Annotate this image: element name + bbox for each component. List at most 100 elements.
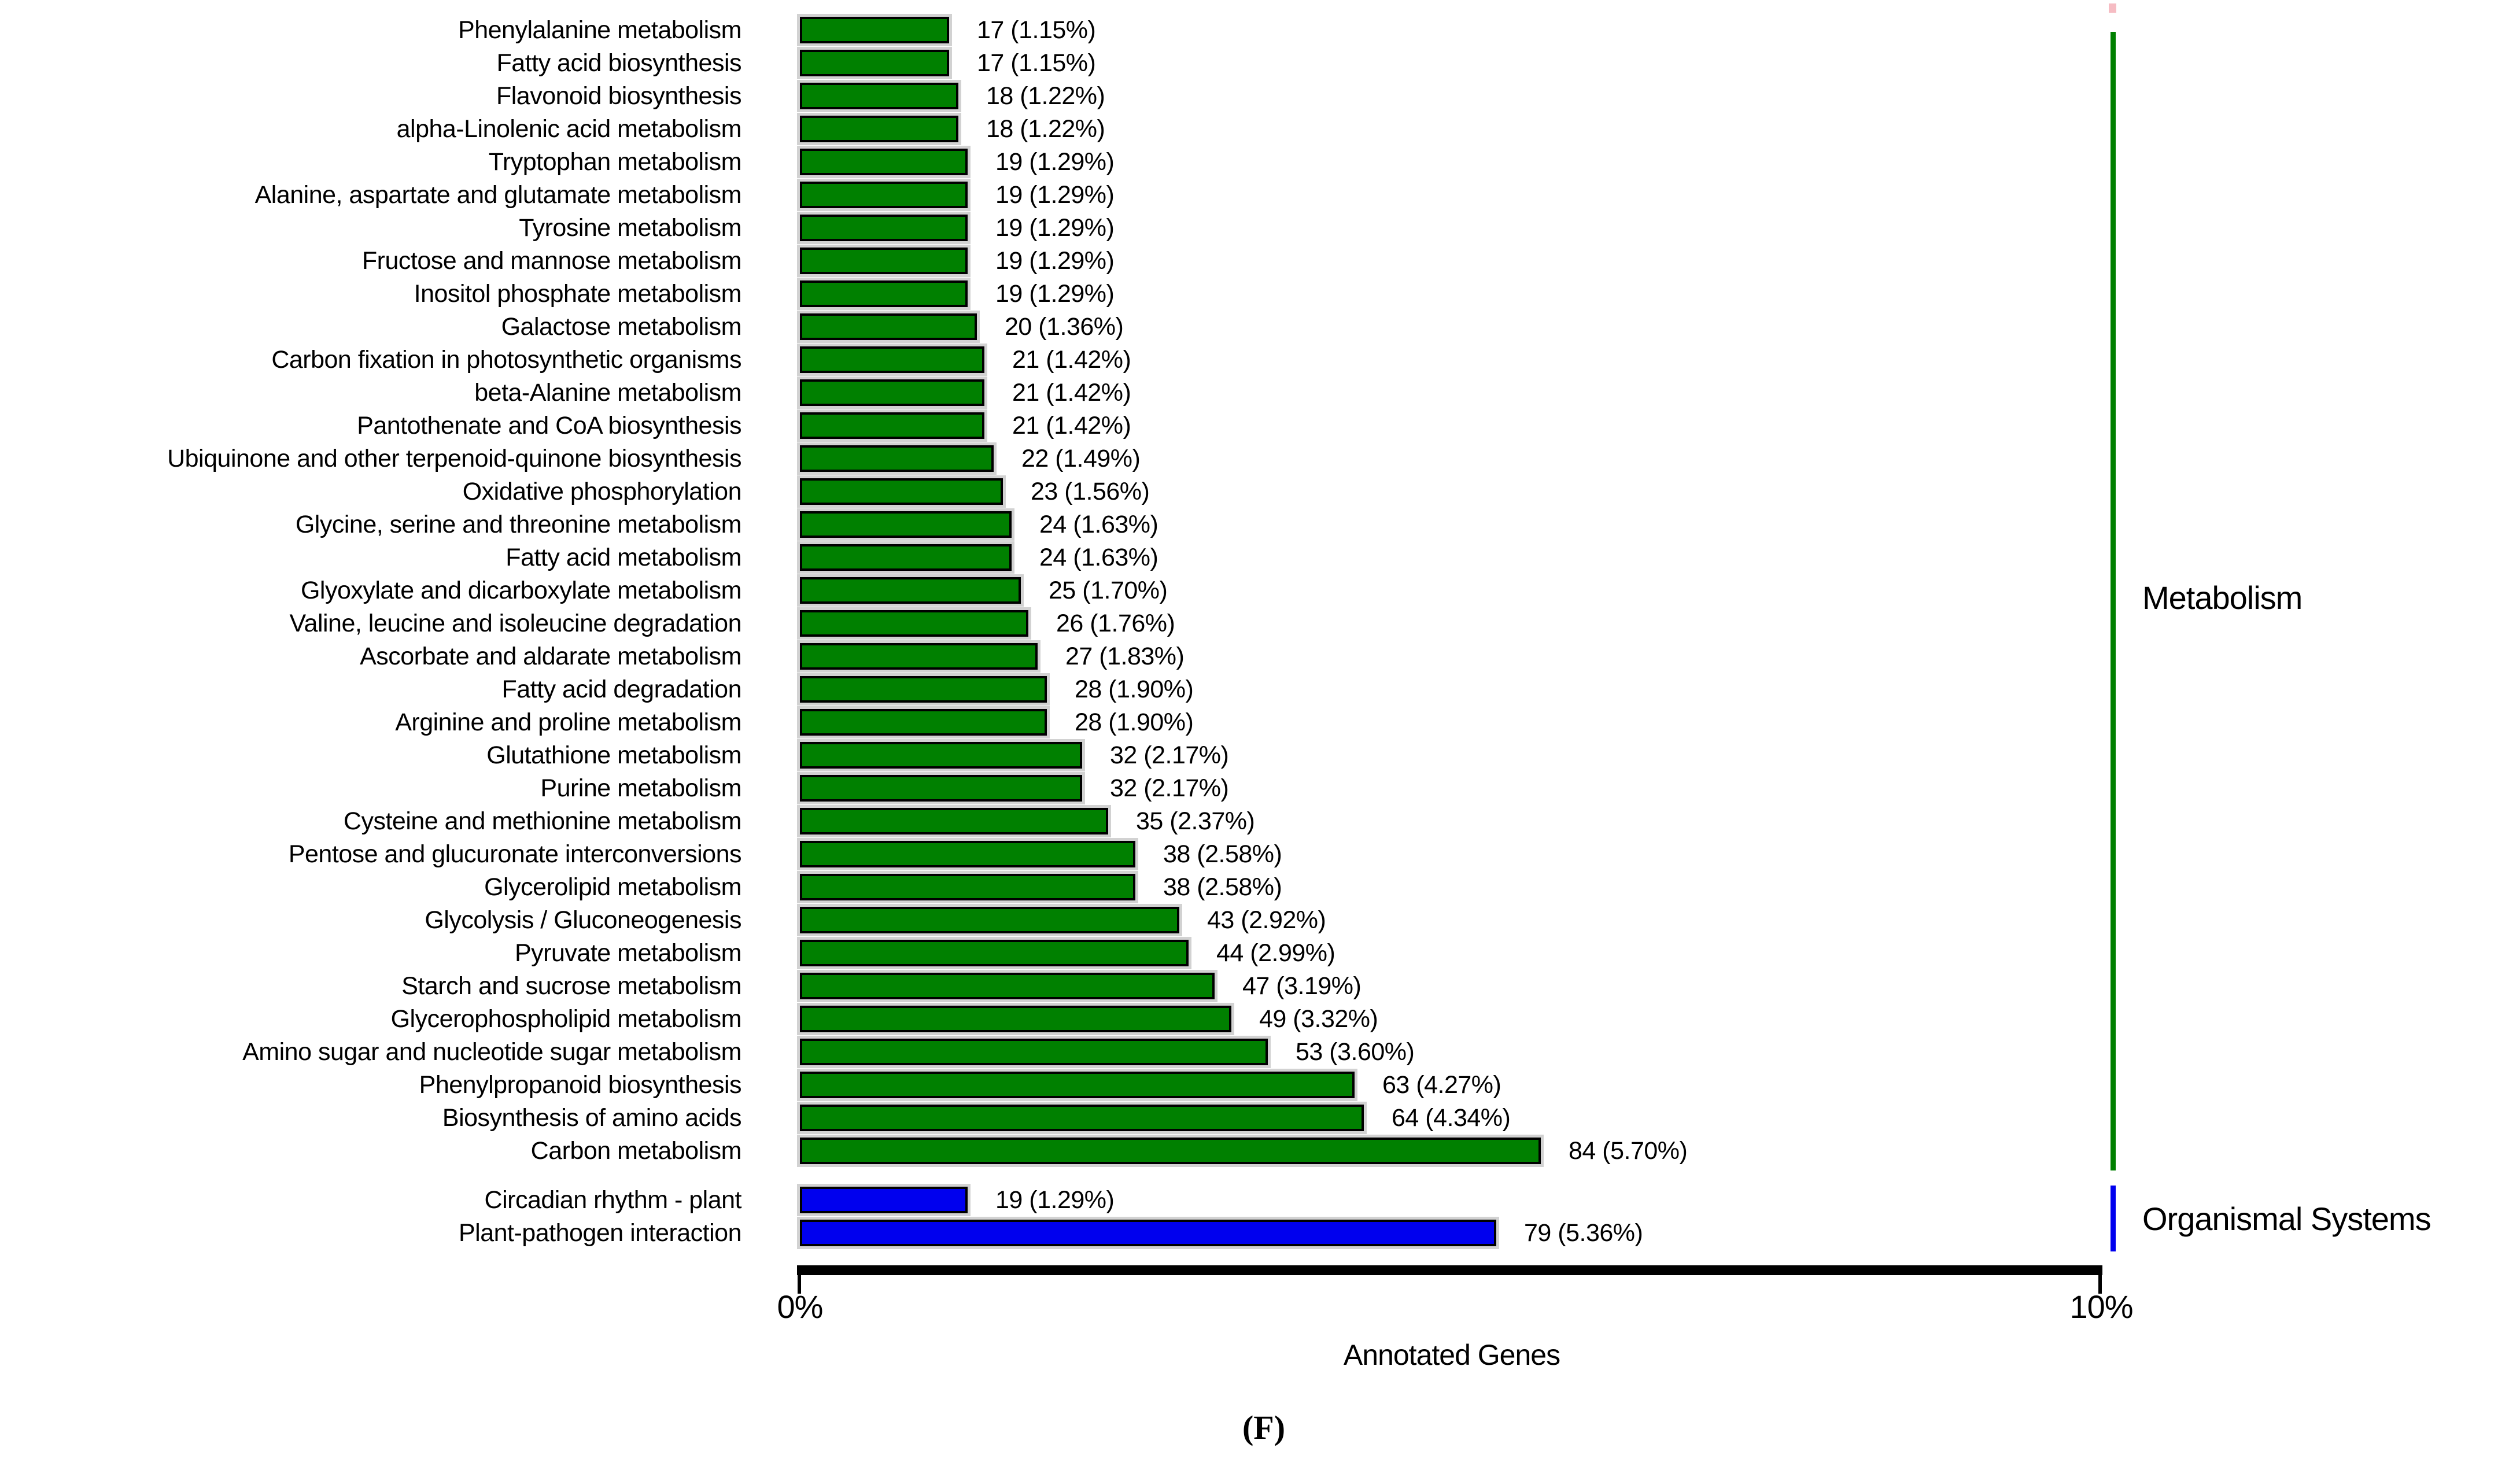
cropped-category-line-artifact	[2109, 3, 2116, 13]
pathway-value: 19 (1.29%)	[995, 147, 1115, 176]
pathway-value: 21 (1.42%)	[1012, 345, 1131, 374]
pathway-value: 84 (5.70%)	[1569, 1136, 1688, 1165]
pathway-bar	[800, 280, 968, 307]
pathway-bar	[800, 577, 1021, 604]
pathway-label: Biosynthesis of amino acids	[442, 1103, 742, 1132]
pathway-label: Carbon fixation in photosynthetic organi…	[271, 345, 741, 374]
pathway-bar	[800, 841, 1135, 867]
pathway-bar	[800, 215, 968, 241]
pathway-label: Arginine and proline metabolism	[395, 708, 741, 736]
pathway-bar	[800, 742, 1082, 769]
pathway-value: 20 (1.36%)	[1005, 312, 1124, 341]
pathway-bar	[800, 1006, 1231, 1032]
pathway-bar	[800, 610, 1028, 637]
pathway-value: 21 (1.42%)	[1012, 378, 1131, 407]
pathway-value: 44 (2.99%)	[1216, 939, 1335, 967]
pathway-value: 38 (2.58%)	[1163, 873, 1282, 901]
x-axis-tick-label-10: 10%	[2069, 1288, 2133, 1325]
pathway-bar	[800, 874, 1135, 900]
pathway-label: Purine metabolism	[540, 774, 741, 802]
organismal-systems-group-label: Organismal Systems	[2142, 1200, 2432, 1237]
pathway-bar	[800, 412, 984, 439]
pathway-bar	[800, 643, 1038, 670]
pathway-bar	[800, 50, 949, 76]
x-axis-tick-0	[798, 1275, 801, 1294]
figure-caption: (F)	[1242, 1408, 1286, 1446]
pathway-label: Inositol phosphate metabolism	[414, 279, 742, 308]
pathway-value: 28 (1.90%)	[1075, 708, 1194, 736]
pathway-value: 27 (1.83%)	[1065, 642, 1185, 670]
pathway-label: Cysteine and methionine metabolism	[343, 807, 742, 835]
pathway-label: Amino sugar and nucleotide sugar metabol…	[242, 1037, 741, 1066]
pathway-label: Ubiquinone and other terpenoid-quinone b…	[167, 444, 741, 472]
pathway-value: 17 (1.15%)	[977, 49, 1096, 77]
pathway-bar	[800, 511, 1012, 538]
pathway-value: 18 (1.22%)	[986, 82, 1105, 110]
metabolism-group-line	[2111, 32, 2116, 1170]
pathway-label: Pantothenate and CoA biosynthesis	[357, 411, 741, 440]
pathway-label: Flavonoid biosynthesis	[496, 82, 742, 110]
pathway-label: Glutathione metabolism	[486, 741, 741, 769]
pathway-value: 47 (3.19%)	[1242, 972, 1362, 1000]
pathway-label: Glyoxylate and dicarboxylate metabolism	[300, 576, 742, 604]
pathway-bar	[800, 248, 968, 274]
x-axis-line	[797, 1265, 2102, 1275]
pathway-bar	[800, 544, 1012, 571]
pathway-value: 43 (2.92%)	[1207, 906, 1326, 934]
pathway-value: 19 (1.29%)	[995, 213, 1115, 242]
pathway-value: 19 (1.29%)	[995, 180, 1115, 209]
pathway-label: Galactose metabolism	[501, 312, 742, 341]
pathway-label: Glycolysis / Gluconeogenesis	[425, 906, 741, 934]
pathway-bar	[800, 17, 949, 43]
pathway-bar	[800, 1138, 1541, 1164]
pathway-value: 49 (3.32%)	[1259, 1005, 1378, 1033]
pathway-value: 24 (1.63%)	[1039, 543, 1158, 571]
pathway-bar	[800, 1187, 968, 1213]
pathway-value: 32 (2.17%)	[1110, 741, 1229, 769]
pathway-label: Glycerophospholipid metabolism	[390, 1005, 742, 1033]
pathway-value: 19 (1.29%)	[995, 246, 1115, 275]
pathway-value: 63 (4.27%)	[1382, 1070, 1501, 1099]
pathway-value: 24 (1.63%)	[1039, 510, 1158, 538]
pathway-bar	[800, 116, 958, 142]
pathway-label: Fructose and mannose metabolism	[361, 246, 742, 275]
x-axis-title: Annotated Genes	[1343, 1339, 1560, 1371]
pathway-value: 21 (1.42%)	[1012, 411, 1131, 440]
pathway-label: Oxidative phosphorylation	[462, 477, 742, 505]
pathway-bar	[800, 907, 1179, 933]
pathway-value: 22 (1.49%)	[1021, 444, 1141, 472]
pathway-label: Fatty acid metabolism	[506, 543, 741, 571]
pathway-label: Alanine, aspartate and glutamate metabol…	[254, 180, 742, 209]
pathway-bar	[800, 973, 1215, 999]
pathway-label: Valine, leucine and isoleucine degradati…	[289, 609, 742, 637]
pathway-label: Fatty acid biosynthesis	[496, 49, 742, 77]
pathway-bar	[800, 1105, 1364, 1131]
pathway-value: 38 (2.58%)	[1163, 840, 1282, 868]
pathway-label: Phenylpropanoid biosynthesis	[419, 1070, 742, 1099]
pathway-bar	[800, 808, 1108, 834]
pathway-label: Tyrosine metabolism	[519, 213, 741, 242]
pathway-bar	[800, 1220, 1496, 1246]
pathway-bar	[800, 313, 977, 340]
pathway-label: Pyruvate metabolism	[515, 939, 742, 967]
pathway-label: Carbon metabolism	[530, 1136, 742, 1165]
pathway-value: 19 (1.29%)	[995, 279, 1115, 308]
pathway-bar	[800, 775, 1082, 802]
pathway-value: 17 (1.15%)	[977, 16, 1096, 44]
pathway-bar	[800, 83, 958, 109]
pathway-label: Starch and sucrose metabolism	[401, 972, 741, 1000]
pathway-bar	[800, 940, 1189, 966]
pathway-value: 26 (1.76%)	[1056, 609, 1175, 637]
pathway-value: 25 (1.70%)	[1049, 576, 1168, 604]
organismal-systems-group-line	[2111, 1186, 2116, 1251]
pathway-value: 23 (1.56%)	[1031, 477, 1150, 505]
pathway-bar	[800, 1072, 1355, 1098]
pathway-label: Ascorbate and aldarate metabolism	[360, 642, 741, 670]
pathway-value: 18 (1.22%)	[986, 115, 1105, 143]
x-axis-tick-10	[2098, 1275, 2102, 1294]
pathway-value: 53 (3.60%)	[1296, 1037, 1415, 1066]
x-axis-tick-label-0: 0%	[777, 1288, 824, 1325]
pathway-bar	[800, 478, 1003, 505]
pathway-label: Fatty acid degradation	[501, 675, 742, 703]
